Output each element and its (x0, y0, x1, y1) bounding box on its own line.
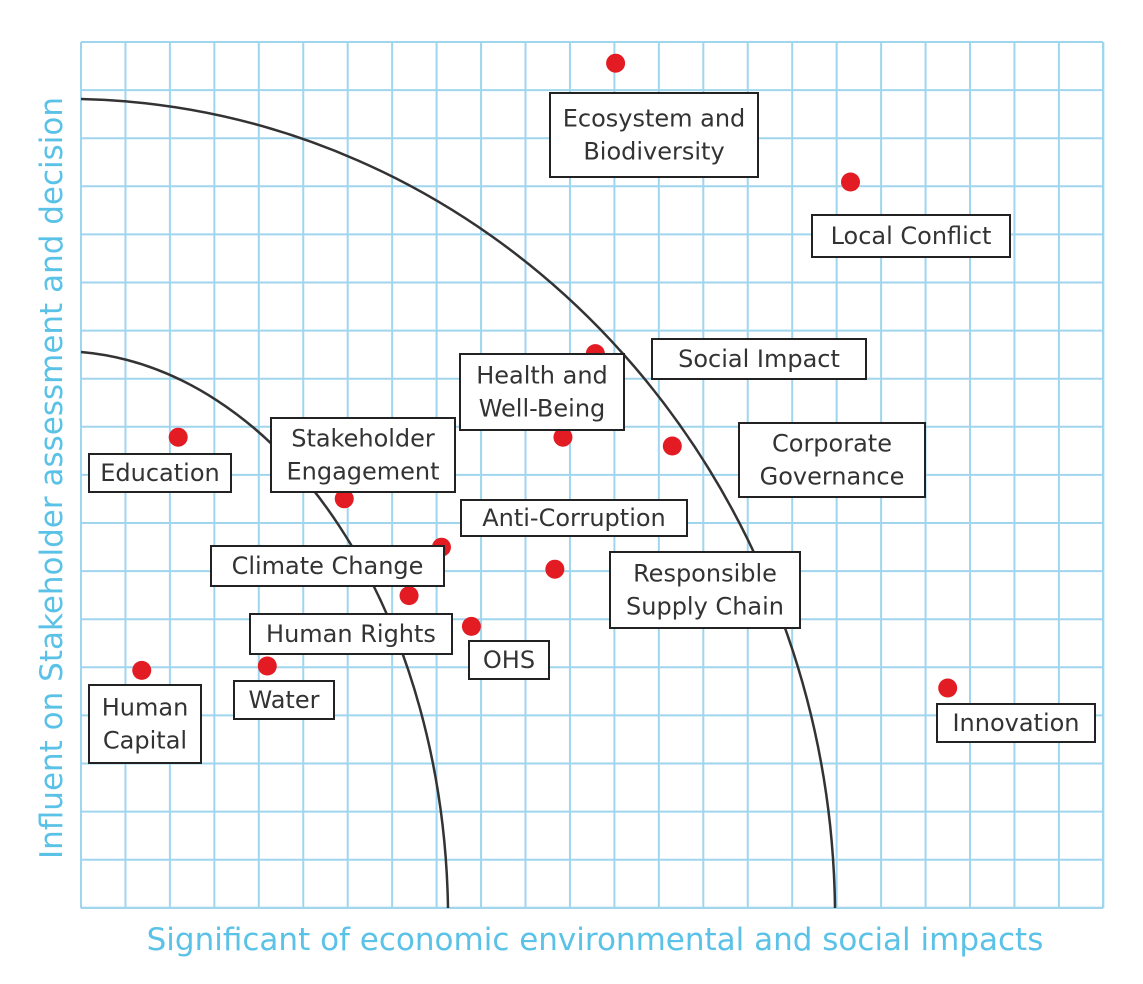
point-label: Human Capital (102, 694, 189, 755)
data-point (334, 489, 354, 509)
point-labels: Ecosystem and Biodiversity Local Conflict S… (88, 92, 1096, 764)
point-label-line: Corporate (772, 430, 892, 458)
point-label-line: Ecosystem and (563, 105, 746, 133)
point-label-line: Water (249, 686, 320, 714)
point-label-line: Social Impact (678, 345, 840, 373)
label-box (88, 684, 202, 764)
point-label-line: Climate Change (232, 552, 424, 580)
point-label-line: Responsible (633, 560, 777, 588)
label-box (460, 499, 688, 537)
point-label: Responsible Supply Chain (626, 560, 784, 621)
point-label: Ecosystem and Biodiversity (563, 105, 746, 166)
data-point (168, 427, 188, 447)
point-label: Stakeholder Engagement (286, 425, 439, 486)
threshold-curves (80, 97, 837, 909)
point-label: Health and Well-Being (476, 362, 608, 423)
point-label-line: Health and (476, 362, 608, 390)
point-label-line: Stakeholder (291, 425, 435, 453)
grid (80, 41, 1105, 909)
y-axis-title: Influent on Stakeholder assessment and d… (34, 97, 70, 859)
label-box (936, 703, 1096, 743)
point-label-line: Education (100, 459, 219, 487)
label-box (468, 640, 550, 680)
label-box (651, 338, 867, 380)
point-label-line: Supply Chain (626, 593, 784, 621)
label-box (811, 214, 1011, 258)
inner-threshold-curve (80, 350, 450, 909)
point-label-line: Governance (760, 463, 905, 491)
label-box (609, 551, 801, 629)
point-label: Water (249, 686, 320, 714)
point-label-line: Engagement (286, 458, 439, 486)
point-label: Human Rights (266, 620, 436, 648)
data-point (606, 53, 626, 73)
data-point (938, 678, 958, 698)
point-label-line: Human (102, 694, 189, 722)
label-box (88, 453, 232, 493)
data-point (841, 172, 860, 192)
point-label: Local Conflict (831, 222, 992, 250)
point-label: Climate Change (232, 552, 424, 580)
point-label-line: OHS (483, 646, 535, 674)
point-label: Education (100, 459, 219, 487)
data-point (545, 559, 565, 579)
label-box (210, 545, 445, 587)
label-box (249, 613, 453, 655)
data-point (461, 616, 481, 636)
data-point (399, 586, 419, 606)
point-label: Corporate Governance (760, 430, 905, 491)
point-label-line: Anti-Corruption (482, 504, 666, 532)
data-point (553, 427, 573, 447)
data-point (662, 436, 682, 456)
label-box (738, 422, 926, 498)
point-label-line: Well-Being (479, 395, 606, 423)
data-point (132, 660, 152, 680)
data-point (257, 656, 277, 676)
point-label-line: Local Conflict (831, 222, 992, 250)
point-label: Anti-Corruption (482, 504, 666, 532)
label-box (459, 353, 625, 431)
point-label: Innovation (952, 709, 1079, 737)
label-box (270, 417, 456, 493)
outer-threshold-curve (80, 97, 837, 909)
point-label-line: Biodiversity (583, 138, 724, 166)
point-label-line: Human Rights (266, 620, 436, 648)
point-label-line: Innovation (952, 709, 1079, 737)
x-axis-title: Significant of economic environmental an… (147, 922, 1044, 958)
label-box (549, 92, 759, 178)
point-label-line: Capital (103, 727, 187, 755)
label-box (233, 680, 335, 720)
point-label: OHS (483, 646, 535, 674)
point-label: Social Impact (678, 345, 840, 373)
